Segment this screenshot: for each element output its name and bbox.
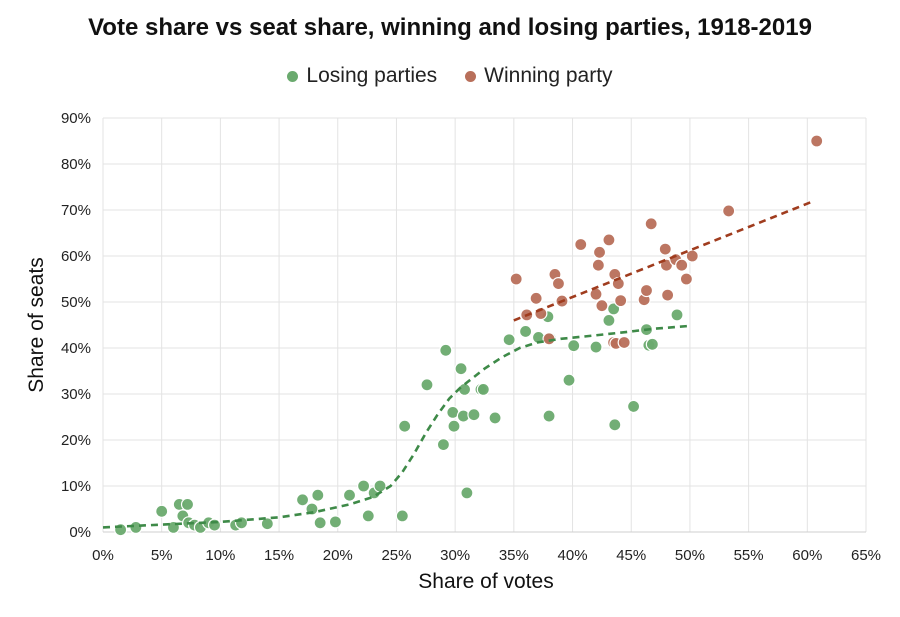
losing-party-point	[608, 418, 622, 432]
winning-party-point	[592, 245, 607, 259]
losing-party-point	[502, 333, 516, 347]
losing-party-point	[439, 343, 453, 357]
y-tick-label: 20%	[61, 432, 91, 449]
legend-label-winning: Winning party	[484, 64, 613, 87]
x-tick-label: 40%	[558, 547, 588, 564]
y-tick-label: 80%	[61, 156, 91, 173]
winning-party-point	[595, 299, 609, 313]
losing-party-point	[488, 411, 502, 425]
data-points	[114, 134, 824, 537]
x-tick-label: 25%	[381, 547, 411, 564]
y-tick-label: 30%	[61, 386, 91, 403]
losing-party-point	[645, 337, 659, 351]
x-tick-label: 10%	[205, 547, 235, 564]
x-tick-label: 60%	[792, 547, 822, 564]
winning-party-point	[574, 237, 588, 252]
losing-party-point	[542, 409, 556, 423]
y-axis-title: Share of seats	[25, 257, 48, 392]
losing-party-point	[589, 340, 603, 354]
losing-party-point	[562, 373, 576, 387]
losing-party-point	[356, 479, 371, 493]
winning-party-point	[589, 287, 603, 301]
winning-party-point	[722, 204, 736, 218]
x-tick-label: 20%	[323, 547, 353, 564]
losing-party-point	[626, 399, 641, 414]
winning-party-point	[617, 335, 631, 350]
losing-trendline	[102, 324, 691, 529]
legend-item-winning: Winning party	[465, 64, 613, 88]
losing-party-point	[234, 516, 249, 530]
losing-party-point	[260, 517, 274, 531]
winning-party-point	[675, 258, 689, 272]
losing-party-point	[518, 324, 533, 339]
winning-party-point	[614, 294, 628, 308]
losing-party-point	[180, 497, 195, 511]
losing-party-point	[670, 308, 684, 322]
legend-label-losing: Losing parties	[306, 64, 438, 87]
losing-party-point	[460, 486, 474, 500]
losing-party-point	[476, 382, 490, 396]
losing-party-point	[447, 419, 461, 433]
losing-party-point	[129, 520, 143, 535]
losing-party-point	[398, 419, 412, 433]
losing-party-point	[436, 438, 451, 452]
losing-party-point	[361, 509, 375, 523]
legend-item-losing: Losing parties	[287, 64, 437, 88]
winning-trendline	[513, 199, 815, 322]
losing-party-point	[602, 313, 616, 327]
chart-title: Vote share vs seat share, winning and lo…	[88, 14, 812, 41]
winning-party-point	[591, 258, 605, 272]
y-tick-label: 10%	[61, 478, 91, 495]
winning-party-point	[810, 134, 824, 148]
losing-party-point	[155, 504, 169, 518]
losing-party-point	[454, 362, 468, 376]
x-tick-label: 5%	[151, 547, 173, 564]
winning-party-point	[639, 283, 654, 298]
legend-marker-winning	[465, 70, 477, 82]
winning-party-point	[602, 233, 616, 247]
y-tick-label: 40%	[61, 340, 91, 357]
y-tick-label: 90%	[61, 110, 91, 127]
winning-party-point	[658, 242, 672, 256]
losing-party-point	[295, 493, 310, 507]
winning-party-point	[685, 249, 699, 263]
legend-marker-losing	[287, 70, 299, 82]
winning-party-point	[509, 272, 523, 286]
x-tick-label: 50%	[675, 547, 705, 564]
x-tick-label: 65%	[851, 547, 881, 564]
x-tick-label: 45%	[616, 547, 646, 564]
losing-party-point	[467, 408, 481, 422]
trendlines	[102, 199, 815, 529]
losing-party-point	[567, 339, 581, 353]
losing-party-point	[313, 516, 327, 530]
x-tick-label: 30%	[440, 547, 470, 564]
x-tick-label: 0%	[92, 547, 114, 564]
y-tick-label: 70%	[61, 202, 91, 219]
winning-party-point	[679, 272, 694, 286]
x-tick-label: 55%	[734, 547, 764, 564]
y-tick-label: 60%	[61, 248, 91, 265]
y-tick-label: 0%	[69, 524, 91, 541]
losing-party-point	[420, 378, 434, 392]
losing-party-point	[373, 479, 387, 493]
winning-party-point	[551, 277, 566, 291]
losing-party-point	[311, 488, 325, 502]
axis-ticks: 0% 5% 10% 15% 20% 25% 30% 35% 40% 45% 50% 55% 60% 65%…	[61, 110, 881, 564]
y-tick-label: 50%	[61, 294, 91, 311]
chart-legend: Losing parties Winning party	[0, 64, 900, 88]
losing-party-point	[342, 488, 357, 502]
x-axis-title: Share of votes	[418, 570, 553, 593]
losing-party-point	[395, 509, 409, 523]
winning-party-point	[644, 217, 658, 231]
x-tick-label: 15%	[264, 547, 294, 564]
winning-party-point	[661, 288, 675, 302]
x-tick-label: 35%	[499, 547, 529, 564]
winning-party-point	[529, 291, 543, 305]
losing-party-point	[328, 515, 343, 529]
gridlines	[102, 117, 867, 533]
